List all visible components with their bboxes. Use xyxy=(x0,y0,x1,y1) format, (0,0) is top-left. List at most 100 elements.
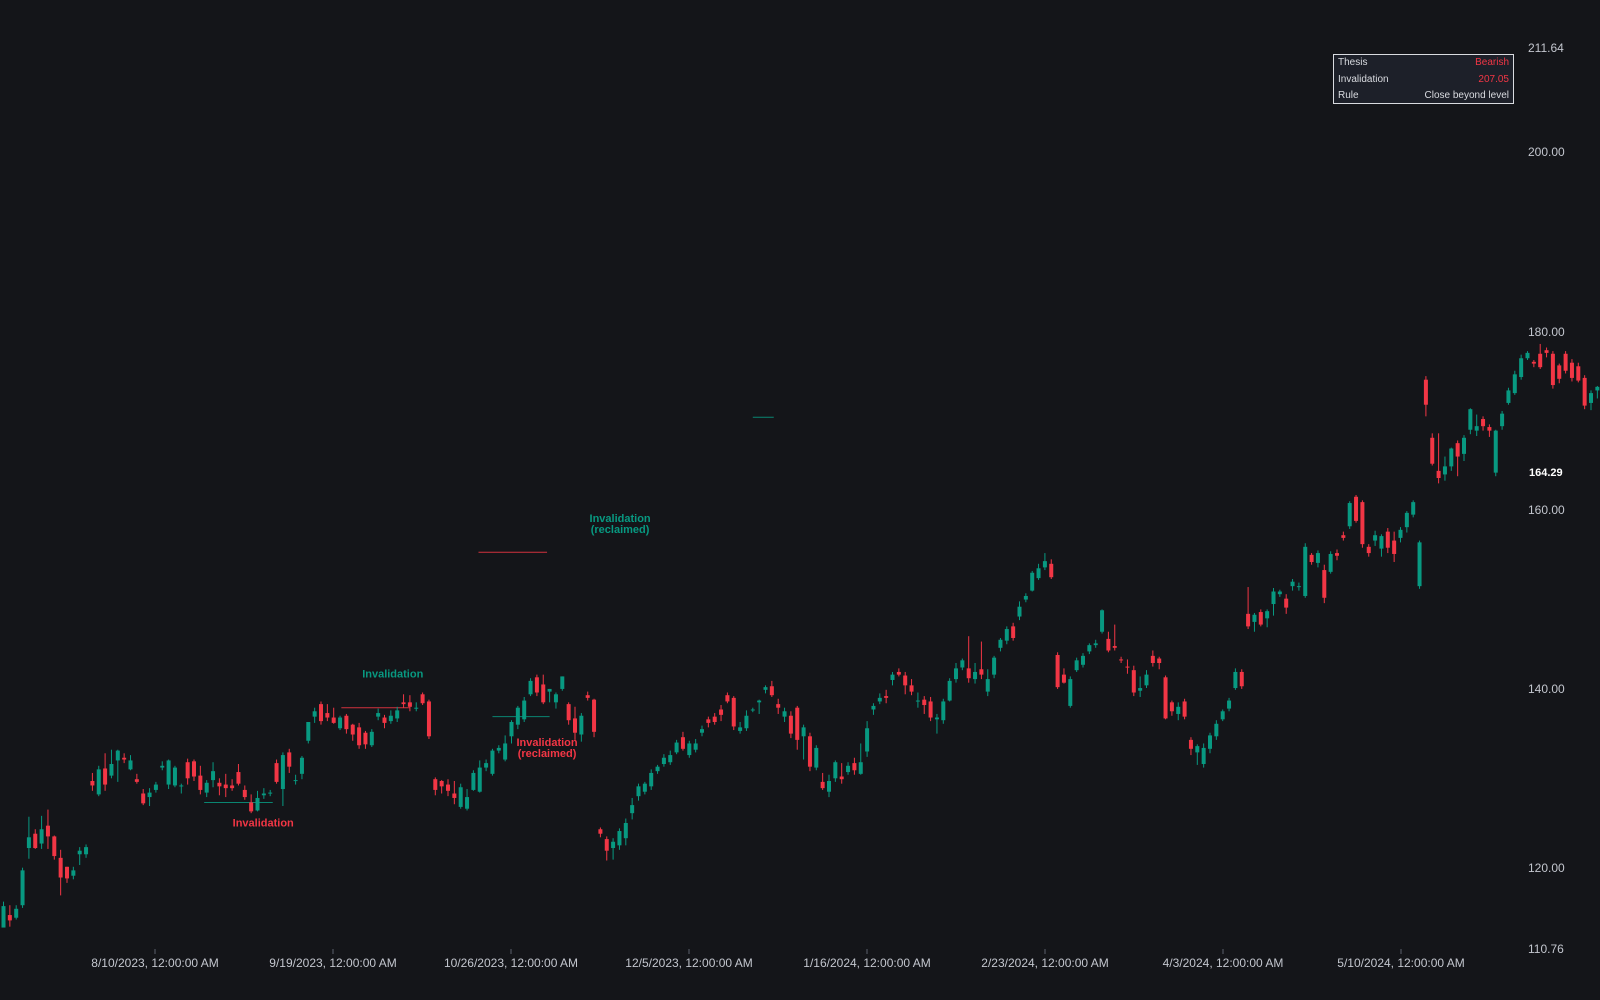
candle xyxy=(1506,387,1511,405)
candle xyxy=(801,724,806,760)
candle xyxy=(706,716,711,728)
candle xyxy=(1335,549,1339,561)
candle xyxy=(744,710,749,731)
candle xyxy=(928,696,933,722)
candle xyxy=(1404,511,1409,533)
candle xyxy=(674,739,679,755)
candle xyxy=(1271,587,1276,616)
candle xyxy=(33,829,38,849)
candle xyxy=(446,779,450,797)
candle xyxy=(287,748,292,773)
candle xyxy=(1519,354,1524,380)
invalidation-annotation: Invalidation (reclaimed) xyxy=(590,513,651,536)
candle xyxy=(185,758,190,785)
candle xyxy=(992,655,997,679)
candle xyxy=(496,745,501,754)
time-axis[interactable]: 8/10/2023, 12:00:00 AM 9/19/2023, 12:00:… xyxy=(91,949,1465,970)
candle xyxy=(1354,494,1359,523)
candle xyxy=(1011,622,1016,641)
candle xyxy=(217,778,222,796)
candle xyxy=(1347,501,1352,529)
candle xyxy=(668,750,673,765)
candle xyxy=(509,720,514,744)
candle xyxy=(1531,360,1536,368)
candle xyxy=(1392,531,1397,563)
candle xyxy=(795,705,800,750)
candle xyxy=(1017,601,1022,621)
candle xyxy=(1290,579,1295,591)
candle xyxy=(655,764,660,774)
candle xyxy=(915,692,920,708)
candle xyxy=(1106,631,1111,653)
candle xyxy=(115,749,120,782)
candle xyxy=(1163,675,1168,720)
candle xyxy=(325,704,330,722)
candle xyxy=(731,696,736,731)
candle xyxy=(1449,447,1454,471)
candle xyxy=(680,731,685,751)
candle xyxy=(776,698,781,714)
info-row-thesis: Thesis Bearish xyxy=(1338,55,1509,72)
price-axis[interactable]: 211.64 200.00 180.00 164.29 160.00 140.0… xyxy=(1528,41,1565,956)
candle xyxy=(484,759,489,772)
candle xyxy=(839,763,844,784)
date-tick-label: 2/23/2024, 12:00:00 AM xyxy=(981,956,1108,970)
candle xyxy=(338,715,343,731)
candle xyxy=(1208,732,1212,754)
candle xyxy=(198,765,203,795)
candle xyxy=(1125,659,1130,674)
candle xyxy=(312,707,317,723)
candle xyxy=(979,641,984,680)
candle xyxy=(1582,375,1587,410)
candle xyxy=(458,783,463,809)
candle xyxy=(515,705,520,730)
candle xyxy=(1246,587,1251,630)
candle xyxy=(998,637,1003,652)
candle xyxy=(661,754,666,767)
candle xyxy=(865,721,870,757)
candle xyxy=(1360,500,1365,548)
candle xyxy=(1328,551,1333,574)
candle xyxy=(617,828,622,850)
candle xyxy=(1563,351,1568,374)
candle xyxy=(280,752,285,807)
candle xyxy=(153,781,158,793)
candle xyxy=(890,671,895,686)
candle xyxy=(1544,347,1549,358)
candle xyxy=(1112,624,1117,651)
candle xyxy=(268,789,273,797)
candle xyxy=(896,668,901,677)
candle xyxy=(807,732,812,772)
candle xyxy=(566,702,571,725)
candle xyxy=(1398,527,1403,543)
candle xyxy=(1417,540,1422,589)
candle xyxy=(172,765,177,788)
candle xyxy=(255,790,260,812)
candle xyxy=(242,785,247,800)
candle xyxy=(20,867,25,908)
candle xyxy=(1074,657,1079,672)
candle xyxy=(471,770,476,791)
candle xyxy=(166,759,171,790)
candle xyxy=(414,702,419,712)
candle xyxy=(306,722,311,744)
candle xyxy=(122,753,127,764)
candle xyxy=(1493,429,1498,477)
candle xyxy=(1030,570,1035,592)
candle xyxy=(299,755,304,780)
candle xyxy=(592,698,597,738)
candle xyxy=(1220,709,1225,722)
candle xyxy=(649,769,654,790)
candle xyxy=(1442,456,1447,481)
candle xyxy=(871,703,876,715)
candle xyxy=(465,789,470,811)
candle xyxy=(1303,543,1308,598)
price-tick-label: 140.00 xyxy=(1528,682,1565,696)
candle xyxy=(65,866,69,883)
candle xyxy=(1131,665,1136,697)
info-key: Rule xyxy=(1338,90,1359,102)
candle xyxy=(350,723,355,741)
candle xyxy=(782,707,787,722)
date-tick-label: 5/10/2024, 12:00:00 AM xyxy=(1337,956,1464,970)
